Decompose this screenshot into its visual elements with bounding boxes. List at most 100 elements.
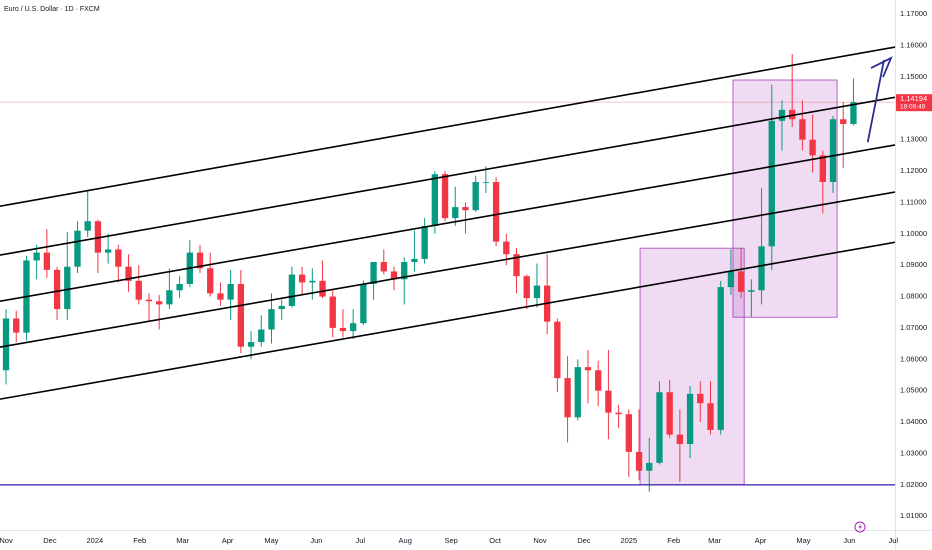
y-tick-label: 1.16000 bbox=[900, 40, 927, 49]
candle-body bbox=[421, 225, 428, 259]
x-tick-label: Mar bbox=[708, 536, 721, 545]
candle-body bbox=[145, 299, 153, 302]
x-tick-label: Jun bbox=[310, 536, 322, 545]
x-tick-label: Sep bbox=[444, 536, 457, 545]
y-tick-label: 1.12000 bbox=[900, 166, 927, 175]
candle-body bbox=[625, 414, 632, 452]
trend-line bbox=[0, 144, 896, 303]
x-tick-label: Oct bbox=[489, 536, 502, 545]
candle-body bbox=[778, 109, 786, 121]
candle-body bbox=[574, 367, 581, 418]
x-tick-label: Apr bbox=[755, 536, 767, 545]
candle-body bbox=[401, 262, 408, 280]
candle-body bbox=[298, 274, 306, 283]
candle-body bbox=[74, 230, 81, 267]
candle-body bbox=[564, 378, 571, 418]
candle-body bbox=[196, 252, 204, 269]
candle-body bbox=[227, 283, 234, 300]
candle-body bbox=[513, 254, 520, 277]
candle-body bbox=[217, 293, 224, 300]
candle-body bbox=[349, 323, 357, 332]
candle-body bbox=[595, 370, 602, 391]
y-tick-label: 1.03000 bbox=[900, 448, 927, 457]
arrow-shaft bbox=[866, 59, 885, 143]
candle-body bbox=[482, 182, 490, 183]
candle-body bbox=[156, 301, 163, 305]
candle-body bbox=[635, 451, 643, 471]
candle-body bbox=[411, 258, 418, 263]
axes: 1.01000 1.02000 1.03000 1.04000 1.05000 1.060… bbox=[0, 9, 932, 545]
candle-body bbox=[666, 392, 673, 435]
candle-body bbox=[237, 283, 245, 347]
candle-body bbox=[166, 290, 173, 305]
trend-line bbox=[0, 241, 896, 400]
candle-body bbox=[53, 269, 61, 310]
y-tick-label: 1.04000 bbox=[900, 417, 927, 426]
candle-body bbox=[441, 174, 449, 219]
trend-line bbox=[0, 96, 896, 256]
candle-body bbox=[390, 271, 398, 280]
candle-body bbox=[850, 102, 857, 124]
candle-body bbox=[768, 120, 775, 247]
chart-title: Euro / U.S. Dollar · 1D · FXCM bbox=[4, 6, 100, 13]
candle-body bbox=[809, 139, 816, 156]
candle-body bbox=[799, 119, 806, 140]
y-tick-label: 1.01000 bbox=[900, 511, 927, 520]
x-tick-label: 2024 bbox=[87, 536, 104, 545]
candle-body bbox=[697, 393, 704, 404]
candle-body bbox=[125, 266, 132, 281]
candle-body bbox=[43, 252, 51, 270]
candle-body bbox=[319, 280, 326, 297]
candle-body bbox=[13, 318, 20, 333]
tv-logo-button[interactable] bbox=[854, 521, 866, 533]
y-tick-label: 1.07000 bbox=[900, 323, 927, 332]
x-tick-label: Jul bbox=[356, 536, 366, 545]
candle-body bbox=[789, 109, 796, 120]
candle-body bbox=[554, 321, 561, 379]
candle-body bbox=[339, 327, 347, 332]
candle-body bbox=[33, 252, 40, 261]
candle-body bbox=[748, 290, 755, 292]
candle-body bbox=[584, 367, 592, 371]
x-tick-label: Apr bbox=[222, 536, 234, 545]
candle-body bbox=[462, 207, 469, 211]
candle-body bbox=[452, 207, 459, 219]
candle-body bbox=[615, 412, 622, 415]
candle-body bbox=[686, 393, 694, 445]
candle-body bbox=[380, 262, 387, 272]
candle-body bbox=[104, 249, 112, 253]
plot-area bbox=[0, 46, 896, 492]
trend-line bbox=[0, 46, 896, 207]
y-tick-label: 1.13000 bbox=[900, 135, 927, 144]
candle-body bbox=[840, 119, 847, 124]
candle-body bbox=[268, 309, 275, 330]
candle-body bbox=[247, 342, 255, 347]
candle-body bbox=[676, 434, 684, 445]
candle-body bbox=[84, 221, 91, 231]
candle-body bbox=[605, 390, 612, 413]
candle-body bbox=[258, 329, 265, 343]
x-tick-label: Jun bbox=[843, 536, 855, 545]
arrow-head bbox=[870, 56, 893, 78]
candle-body bbox=[758, 246, 765, 291]
logo-bolt bbox=[858, 523, 862, 531]
x-tick-label: Dec bbox=[577, 536, 591, 545]
candle-body bbox=[94, 221, 102, 253]
trend-line bbox=[0, 191, 896, 348]
y-tick-label: 1.05000 bbox=[900, 386, 927, 395]
y-tick-label: 1.08000 bbox=[900, 292, 927, 301]
candle-body bbox=[707, 403, 714, 430]
x-tick-label: May bbox=[264, 536, 278, 545]
x-tick-label: Nov bbox=[533, 536, 547, 545]
x-tick-label: Feb bbox=[133, 536, 146, 545]
candle-body bbox=[727, 271, 735, 288]
x-tick-label: Aug bbox=[399, 536, 412, 545]
candle-body bbox=[288, 274, 296, 306]
y-tick-label: 1.10000 bbox=[900, 229, 927, 238]
candle-body bbox=[829, 119, 837, 183]
candle-body bbox=[2, 318, 10, 371]
y-tick-label: 1.17000 bbox=[900, 9, 927, 18]
countdown-label: 18:09:49 bbox=[900, 103, 926, 110]
